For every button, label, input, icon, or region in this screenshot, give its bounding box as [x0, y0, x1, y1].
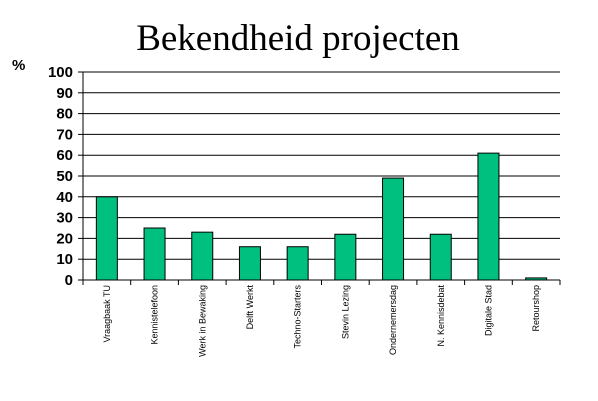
x-tick-label: Delft Werkt: [245, 285, 255, 330]
axes: [82, 72, 561, 285]
y-axis-label: %: [12, 57, 25, 74]
x-tick-label: Kennistelefoon: [150, 285, 160, 345]
y-tick-label: 100: [48, 64, 73, 81]
bar-1: [95, 196, 118, 281]
x-tick-label: Digitale Stad: [483, 285, 493, 336]
x-tick-label: Vraagbaak TU: [102, 285, 112, 343]
x-tick-label: Werk in Bewaking: [197, 285, 207, 357]
x-tick-label: Stevin Lezing: [340, 285, 350, 339]
y-tick-label: 20: [56, 230, 73, 247]
x-tick-label: Ondernemersdag: [388, 285, 398, 355]
y-tick-label: 40: [56, 189, 73, 206]
bar-5: [286, 246, 309, 281]
bars: [95, 152, 548, 281]
y-tick-label: 80: [56, 106, 73, 123]
bar-6: [334, 233, 357, 281]
chart-title: Bekendheid projecten: [136, 18, 460, 59]
bar-3: [191, 231, 214, 281]
y-tick-label: 60: [56, 147, 73, 164]
bar-8: [429, 233, 452, 281]
y-tick-label: 70: [56, 126, 73, 143]
x-tick-labels: Vraagbaak TU Kennistelefoon Werk in Bewaki…: [102, 285, 541, 357]
bar-2: [143, 227, 166, 281]
y-tick-label: 50: [56, 168, 73, 185]
y-tick-label: 90: [56, 85, 73, 102]
x-tick-label: Retourshop: [531, 285, 541, 332]
x-tick-label: Techno-Starters: [293, 285, 303, 349]
y-tick-label: 0: [65, 272, 73, 289]
bar-4: [238, 246, 261, 281]
bar-7: [382, 177, 405, 281]
y-tick-label: 10: [56, 251, 73, 268]
bar-9: [477, 152, 500, 281]
y-tick-labels: 0 10 20 30 40 50 60 70 80 90 100: [48, 64, 73, 289]
y-tick-label: 30: [56, 210, 73, 227]
x-tick-label: N. Kennisdebat: [436, 285, 446, 347]
